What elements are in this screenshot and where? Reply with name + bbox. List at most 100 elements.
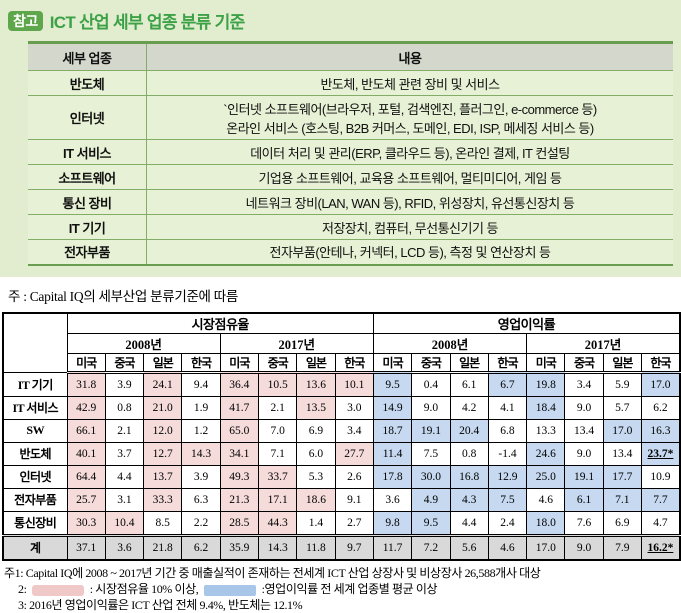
- value-cell: 23.7*: [641, 441, 681, 466]
- table-row: IT 서비스 42.9 0.8 21.0 1.9 41.7 2.1 13.5 3.0 14.9 9.…: [2, 395, 681, 420]
- value-cell: 12.9: [487, 464, 528, 489]
- value-cell: 6.3: [181, 487, 221, 512]
- value-cell: 6.1: [449, 371, 489, 397]
- value-cell: 18.6: [296, 487, 336, 512]
- reference-badge: 참고: [8, 10, 43, 31]
- value-cell: 28.5: [219, 510, 259, 536]
- value-cell: 18.7: [372, 418, 413, 443]
- row-label: 계: [2, 533, 68, 560]
- stats-table-head: 시장점유율 영업이익률 2008년 2017년 2008년 2017년 미국 중국 일본 한국 미국…: [2, 312, 681, 374]
- row-label: 반도체: [2, 441, 68, 466]
- row-label: IT 서비스: [2, 395, 68, 420]
- description-cell: 전자부품(안테나, 커넥터, LCD 등), 측정 및 연산장치 등: [146, 239, 673, 265]
- description-cell: 데이터 처리 및 관리(ERP, 클라우드 등), 온라인 결제, IT 컨설팅: [146, 139, 673, 165]
- value-cell: 7.7: [641, 487, 681, 512]
- classification-table: 세부 업종 내용 반도체 반도체, 반도체 관련 장비 및 서비스 인터넷 `인터넷 …: [28, 41, 673, 266]
- value-cell: 3.6: [104, 533, 145, 560]
- value-cell: 40.1: [66, 441, 106, 466]
- value-cell: 0.4: [411, 371, 451, 397]
- value-cell: 9.0: [411, 395, 451, 420]
- sector-cell: IT 서비스: [28, 139, 147, 165]
- value-cell: 10.9: [641, 464, 681, 489]
- value-cell: 19.1: [564, 464, 604, 489]
- value-cell: 14.3: [181, 441, 221, 466]
- description-line: `인터넷 소프트웨어(브라우저, 포털, 검색엔진, 플러그인, e-comme…: [223, 101, 597, 117]
- value-cell: 19.1: [411, 418, 451, 443]
- value-cell: 17.1: [257, 487, 298, 512]
- year-header: 2008년: [66, 332, 221, 354]
- footnote-2-blue-label: :영업이익률 전 세계 업종별 평균 이상: [261, 581, 438, 596]
- stats-year-header-row: 2008년 2017년 2008년 2017년: [3, 332, 681, 354]
- value-cell: 8.5: [143, 510, 183, 536]
- value-cell: 10.4: [104, 510, 145, 536]
- value-cell: 9.5: [411, 510, 451, 536]
- value-cell: 21.8: [143, 533, 183, 560]
- group-header: 영업이익률: [372, 312, 681, 334]
- value-cell: 5.9: [602, 371, 643, 397]
- footnote-2: 2: : 시장점유율 10% 이상, :영업이익률 전 세계 업종별 평균 이상: [18, 581, 681, 597]
- stats-group-header-row: 시장점유율 영업이익률: [2, 312, 681, 373]
- country-header: 미국: [372, 352, 413, 374]
- country-header: 일본: [449, 352, 489, 374]
- table-row: 계 37.1 3.6 21.8 6.2 35.9 14.3 11.8 9.7 11.7 7.2 5.6…: [2, 533, 681, 560]
- value-cell: 4.4: [104, 464, 145, 489]
- value-cell: 12.7: [143, 441, 183, 466]
- stats-table-body: IT 기기 31.8 3.9 24.1 9.4 36.4 10.5 13.6 10.1 9.5 0.…: [2, 371, 681, 560]
- table-row: 인터넷 `인터넷 소프트웨어(브라우저, 포털, 검색엔진, 플러그인, e-co…: [28, 95, 673, 140]
- value-cell: 3.6: [372, 487, 413, 512]
- value-cell: 34.1: [219, 441, 259, 466]
- stats-table: 시장점유율 영업이익률 2008년 2017년 2008년 2017년 미국 중국 일본 한국 미국…: [2, 311, 681, 561]
- value-cell: 3.4: [334, 418, 374, 443]
- value-cell: 18.4: [526, 395, 566, 420]
- value-cell: 2.7: [334, 510, 374, 536]
- country-header: 미국: [219, 352, 259, 374]
- blue-legend-swatch: [204, 584, 256, 596]
- value-cell: 12.0: [143, 418, 183, 443]
- table-row: 소프트웨어 기업용 소프트웨어, 교육용 소프트웨어, 멀티미디어, 게임 등: [28, 164, 673, 190]
- table-row: 전자부품 25.7 3.1 33.3 6.3 21.3 17.1 18.6 9.1 3.6 4.9 4…: [2, 487, 681, 512]
- value-cell: 7.1: [257, 441, 298, 466]
- value-cell: 4.3: [449, 487, 489, 512]
- value-cell: 3.4: [564, 371, 604, 397]
- value-cell: 14.3: [257, 533, 298, 560]
- value-cell: 30.0: [411, 464, 451, 489]
- year-header: 2017년: [526, 332, 681, 354]
- country-header: 미국: [66, 352, 106, 374]
- value-cell: 9.0: [564, 395, 604, 420]
- table-row: 반도체 반도체, 반도체 관련 장비 및 서비스: [28, 70, 673, 96]
- row-label: 인터넷: [2, 464, 68, 489]
- stats-country-header-row: 미국 중국 일본 한국 미국 중국 일본 한국 미국 중국 일본 한국 미국 중국 일본 한국: [3, 352, 681, 374]
- value-cell: 2.4: [487, 510, 528, 536]
- country-header: 한국: [641, 352, 681, 374]
- country-header: 중국: [411, 352, 451, 374]
- value-cell: 0.8: [104, 395, 145, 420]
- value-cell: 31.8: [66, 371, 106, 397]
- footnotes: 주1: Capital IQ에 2008 ~ 2017년 기간 중 매출실적이 …: [4, 565, 681, 613]
- country-header: 중국: [104, 352, 145, 374]
- value-cell: 20.4: [449, 418, 489, 443]
- value-cell: 2.6: [334, 464, 374, 489]
- footnote-1: 주1: Capital IQ에 2008 ~ 2017년 기간 중 매출실적이 …: [4, 565, 541, 580]
- value-cell: 36.4: [219, 371, 259, 397]
- value-cell: 3.7: [104, 441, 145, 466]
- value-cell: 6.1: [564, 487, 604, 512]
- value-cell: 7.5: [411, 441, 451, 466]
- table-row: 전자부품 전자부품(안테나, 커넥터, LCD 등), 측정 및 연산장치 등: [28, 239, 673, 265]
- table-row: 인터넷 64.4 4.4 13.7 3.9 49.3 33.7 5.3 2.6 17.8 30.0 1…: [2, 464, 681, 489]
- country-header: 일본: [296, 352, 336, 374]
- table-row: 통신장비 30.3 10.4 8.5 2.2 28.5 44.3 1.4 2.7 9.8 9.5 4.…: [2, 510, 681, 536]
- value-cell: 7.0: [257, 418, 298, 443]
- value-cell: 9.4: [181, 371, 221, 397]
- row-label: 통신장비: [2, 510, 68, 536]
- value-cell: 17.0: [641, 371, 681, 397]
- description-line: 반도체, 반도체 관련 장비 및 서비스: [320, 76, 500, 92]
- description-line: 네트워크 장비(LAN, WAN 등), RFID, 위성장치, 유선통신장치 …: [245, 195, 575, 211]
- value-cell: 9.0: [564, 441, 604, 466]
- value-cell: 24.6: [526, 441, 566, 466]
- value-cell: 6.9: [296, 418, 336, 443]
- sector-cell: 전자부품: [28, 239, 147, 265]
- value-cell: 4.6: [526, 487, 566, 512]
- description-cell: `인터넷 소프트웨어(브라우저, 포털, 검색엔진, 플러그인, e-comme…: [146, 95, 673, 140]
- value-cell: 9.8: [372, 510, 413, 536]
- value-cell: 13.6: [296, 371, 336, 397]
